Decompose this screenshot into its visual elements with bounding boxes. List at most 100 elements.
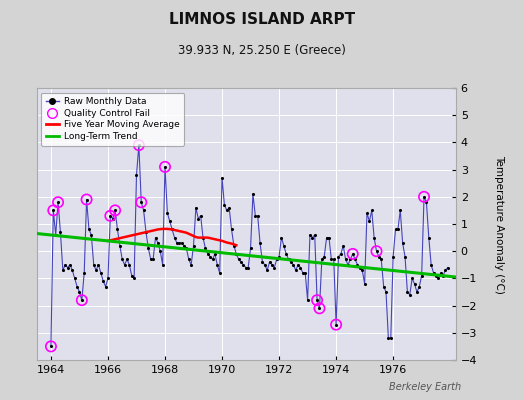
Point — [342, 256, 350, 262]
Point — [353, 262, 362, 268]
Point — [199, 234, 207, 241]
Point — [78, 297, 86, 303]
Point — [263, 267, 271, 274]
Point — [156, 248, 165, 254]
Point — [294, 262, 302, 268]
Point — [344, 262, 352, 268]
Point — [436, 270, 445, 276]
Point — [104, 275, 112, 282]
Point — [289, 262, 298, 268]
Point — [137, 199, 146, 206]
Point — [123, 256, 131, 262]
Point — [384, 335, 392, 342]
Point — [282, 251, 290, 257]
Point — [161, 164, 169, 170]
Point — [375, 254, 383, 260]
Point — [220, 202, 228, 208]
Point — [113, 226, 122, 233]
Point — [49, 207, 58, 214]
Point — [424, 234, 433, 241]
Point — [332, 322, 340, 328]
Point — [118, 256, 126, 262]
Point — [234, 256, 243, 262]
Point — [334, 254, 343, 260]
Point — [56, 229, 64, 235]
Point — [287, 259, 295, 265]
Point — [365, 218, 374, 224]
Point — [429, 270, 438, 276]
Point — [163, 210, 171, 216]
Point — [351, 256, 359, 262]
Point — [73, 283, 81, 290]
Point — [194, 215, 202, 222]
Point — [401, 254, 409, 260]
Point — [318, 256, 326, 262]
Point — [54, 199, 62, 206]
Point — [313, 297, 321, 303]
Point — [413, 289, 421, 295]
Point — [154, 240, 162, 246]
Point — [106, 213, 115, 219]
Point — [244, 264, 253, 271]
Point — [275, 254, 283, 260]
Point — [394, 226, 402, 233]
Point — [180, 242, 188, 249]
Point — [332, 322, 340, 328]
Point — [251, 213, 259, 219]
Point — [99, 278, 107, 284]
Point — [189, 242, 198, 249]
Point — [308, 234, 316, 241]
Point — [158, 262, 167, 268]
Point — [339, 242, 347, 249]
Point — [408, 275, 417, 282]
Point — [246, 245, 255, 252]
Point — [348, 251, 357, 257]
Point — [225, 204, 233, 211]
Point — [361, 281, 369, 287]
Point — [260, 262, 269, 268]
Point — [209, 256, 217, 262]
Point — [78, 297, 86, 303]
Point — [196, 213, 205, 219]
Point — [398, 240, 407, 246]
Point — [218, 174, 226, 181]
Point — [285, 256, 293, 262]
Point — [337, 251, 345, 257]
Point — [406, 292, 414, 298]
Point — [151, 234, 160, 241]
Point — [192, 204, 200, 211]
Point — [254, 213, 262, 219]
Point — [280, 242, 288, 249]
Point — [223, 207, 231, 214]
Point — [90, 262, 98, 268]
Point — [330, 256, 338, 262]
Point — [268, 262, 276, 268]
Point — [291, 267, 300, 274]
Point — [215, 270, 224, 276]
Point — [296, 264, 304, 271]
Point — [204, 251, 212, 257]
Point — [373, 248, 381, 254]
Point — [130, 275, 138, 282]
Point — [367, 207, 376, 214]
Point — [348, 251, 357, 257]
Point — [170, 234, 179, 241]
Point — [85, 226, 93, 233]
Point — [178, 240, 186, 246]
Point — [132, 172, 140, 178]
Point — [258, 259, 267, 265]
Point — [325, 234, 333, 241]
Point — [358, 267, 366, 274]
Point — [237, 259, 245, 265]
Point — [418, 272, 426, 279]
Point — [68, 267, 77, 274]
Point — [213, 262, 222, 268]
Point — [311, 232, 319, 238]
Point — [313, 297, 321, 303]
Point — [301, 270, 309, 276]
Point — [66, 262, 74, 268]
Point — [139, 207, 148, 214]
Point — [47, 343, 55, 350]
Point — [201, 245, 210, 252]
Point — [439, 272, 447, 279]
